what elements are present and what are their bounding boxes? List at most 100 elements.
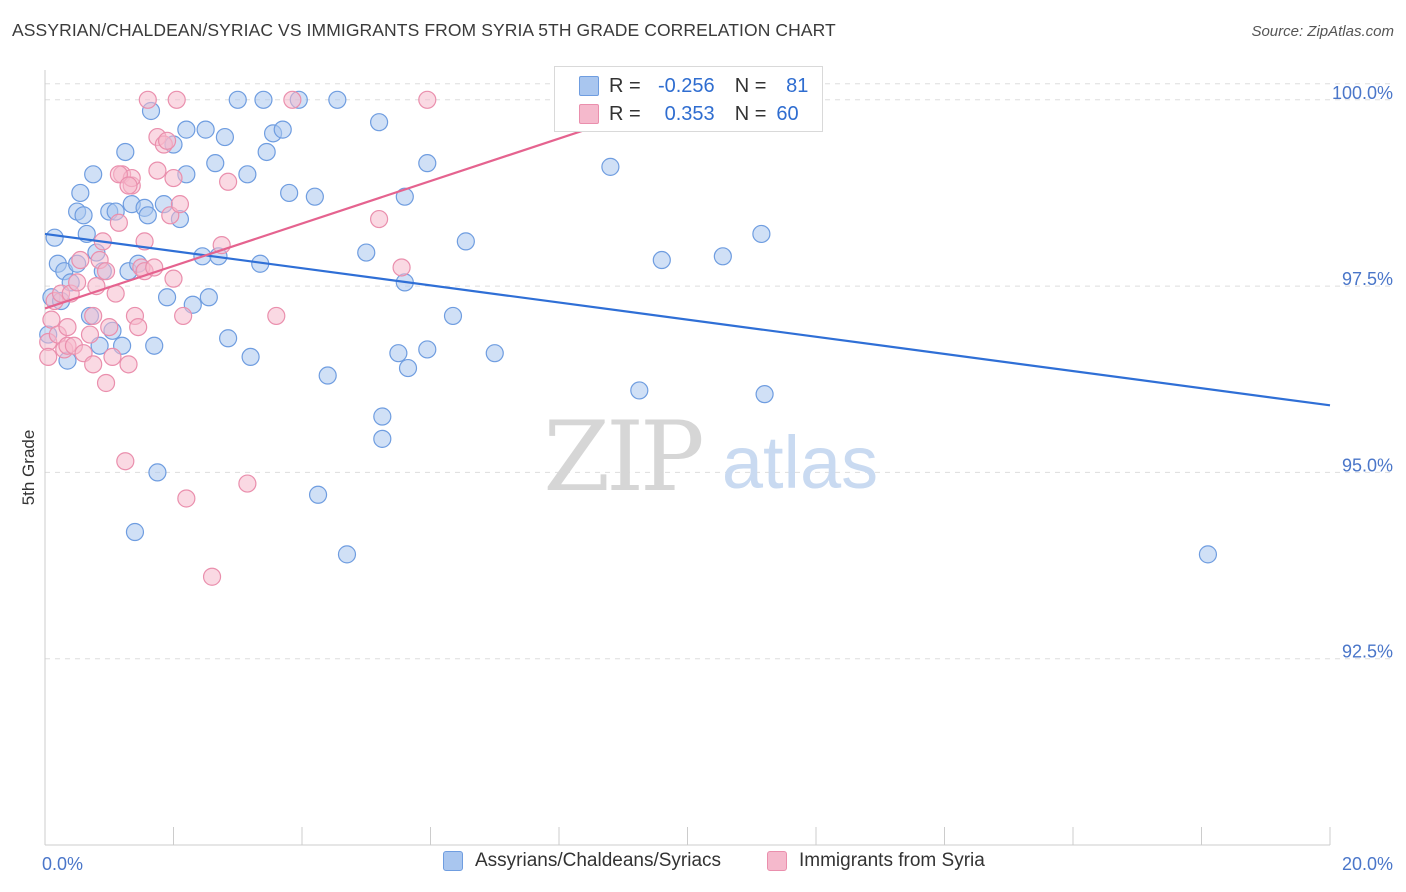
pink-point <box>84 355 103 374</box>
pink-point <box>80 325 100 344</box>
blue-trendline <box>44 232 1331 407</box>
blue-point <box>215 127 234 147</box>
pink-point <box>174 306 193 326</box>
pink-point <box>148 161 167 180</box>
y-tick-label: 97.5% <box>1342 269 1393 289</box>
pink-point <box>39 347 58 366</box>
watermark-zip: ZIP <box>543 401 702 513</box>
legend-swatch-blue <box>579 76 599 96</box>
pink-point <box>138 90 157 109</box>
pink-point <box>119 355 138 374</box>
watermark: ZIP atlas <box>543 401 878 513</box>
pink-point <box>71 250 90 270</box>
axis-layer <box>44 70 1331 846</box>
correlation-legend: R = -0.256 N = 81 R = 0.353 N = 60 <box>554 66 823 132</box>
blue-point <box>601 157 620 176</box>
series-legend-item-blue[interactable]: Assyrians/Chaldeans/Syriacs <box>443 850 721 872</box>
legend-n-label: N = <box>734 74 767 97</box>
y-tick-label: 92.5% <box>1342 642 1393 662</box>
blue-point <box>228 90 247 109</box>
blue-point <box>373 407 392 426</box>
pink-point <box>84 306 103 326</box>
blue-point <box>71 183 90 203</box>
blue-point <box>305 187 324 206</box>
blue-point <box>713 247 732 266</box>
blue-point <box>1198 545 1218 564</box>
blue-point <box>199 288 218 307</box>
blue-point <box>308 485 328 504</box>
x-tick-label: 0.0% <box>42 854 83 874</box>
pink-point <box>238 474 257 493</box>
pink-point <box>157 131 177 150</box>
pink-point <box>109 213 128 232</box>
legend-n-label: N = <box>734 102 767 125</box>
pink-point <box>96 373 116 393</box>
blue-point <box>398 358 418 378</box>
blue-point <box>148 463 167 482</box>
pink-point <box>164 168 183 188</box>
trend-layer <box>44 95 1331 407</box>
blue-point <box>328 90 347 109</box>
legend-r-label: R = <box>609 74 641 97</box>
pink-point <box>283 90 302 109</box>
pink-point <box>103 347 122 366</box>
blue-point <box>145 336 164 355</box>
series-legend: Assyrians/Chaldeans/Syriacs Immigrants f… <box>0 850 1406 880</box>
legend-r-value: -0.256 <box>657 74 715 97</box>
source-label: Source: ZipAtlas.com <box>1251 23 1394 40</box>
pink-point <box>100 317 119 337</box>
blue-point <box>752 224 771 244</box>
pink-point <box>68 273 87 292</box>
y-axis-label: 5th Grade <box>19 430 38 506</box>
x-tick-label: 20.0% <box>1342 854 1393 874</box>
series-swatch-blue <box>443 851 463 871</box>
blue-point <box>84 165 103 184</box>
pink-point <box>202 567 222 586</box>
legend-row-pink: R = 0.353 N = 60 <box>555 99 808 129</box>
blue-point <box>257 142 276 162</box>
legend-n-value: 81 <box>786 74 809 97</box>
blue-point <box>196 120 215 139</box>
blue-point <box>337 545 357 564</box>
blue-point <box>177 120 196 139</box>
series-legend-item-pink[interactable]: Immigrants from Syria <box>767 850 985 872</box>
pink-point <box>177 489 196 508</box>
blue-point <box>238 165 257 184</box>
blue-point <box>418 154 437 173</box>
blue-point <box>206 154 225 173</box>
blue-point <box>395 187 414 206</box>
series-swatch-pink <box>767 851 787 871</box>
pink-point <box>170 195 190 214</box>
blue-point <box>219 329 238 348</box>
legend-r-label: R = <box>609 102 641 125</box>
pink-point <box>267 306 286 326</box>
blue-point <box>389 344 408 363</box>
blue-point <box>254 90 273 109</box>
blue-point <box>370 113 389 132</box>
blue-point <box>74 206 93 225</box>
blue-point <box>373 429 392 448</box>
blue-point <box>318 366 337 385</box>
points-layer <box>39 90 1218 586</box>
pink-point <box>116 452 135 471</box>
legend-r-value: 0.353 <box>664 102 715 125</box>
blue-point <box>652 250 671 270</box>
y-tick-label: 100.0% <box>1332 83 1393 103</box>
watermark-atlas: atlas <box>722 421 878 504</box>
blue-point <box>45 228 64 247</box>
pink-point <box>370 209 389 229</box>
pink-point <box>418 90 437 109</box>
legend-swatch-pink <box>579 104 599 124</box>
label-layer: 92.5% 95.0% 97.5% 100.0% 0.0% 20.0% 5th Grade <box>19 83 1393 874</box>
blue-point <box>157 288 177 307</box>
legend-n-value: 60 <box>776 102 799 125</box>
chart-title: ASSYRIAN/CHALDEAN/SYRIAC VS IMMIGRANTS F… <box>12 20 836 40</box>
pink-point <box>58 317 77 337</box>
blue-point <box>456 232 475 251</box>
pink-point <box>219 172 238 191</box>
blue-point <box>418 340 437 359</box>
y-tick-label: 95.0% <box>1342 455 1393 475</box>
pink-point <box>129 317 148 337</box>
blue-point <box>755 385 774 404</box>
